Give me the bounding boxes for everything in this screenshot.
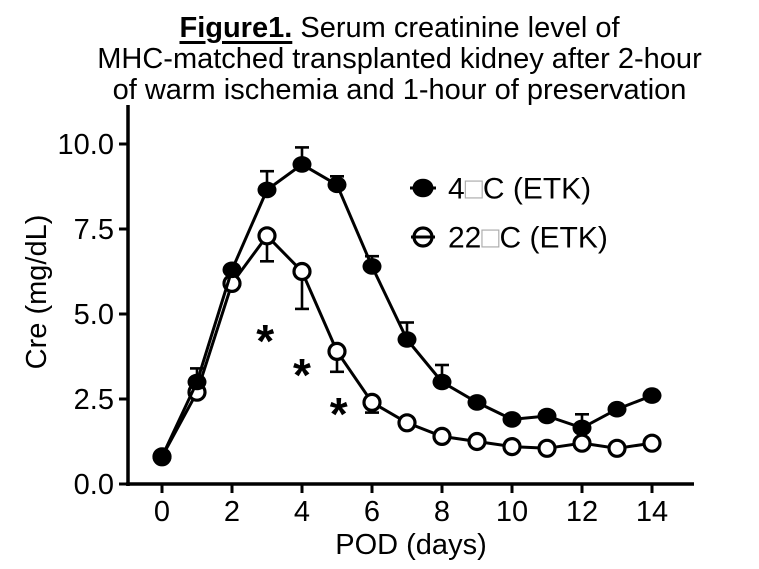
series-22c-data-point <box>397 413 417 433</box>
x-tick-label: 10 <box>496 496 528 528</box>
x-tick-label: 6 <box>364 496 380 528</box>
series-22c-data-point <box>642 433 662 453</box>
series-4c-data-point <box>152 448 172 466</box>
series-22c-data-point <box>572 433 592 453</box>
series-4c-data-point <box>257 181 277 199</box>
figure-title-line3: of warm ischemia and 1-hour of preservat… <box>112 74 687 106</box>
series-22c-data-point <box>537 438 557 458</box>
y-axis-label: Cre (mg/dL) <box>21 215 53 370</box>
significance-asterisk: * <box>293 349 311 401</box>
x-tick-label: 8 <box>434 496 450 528</box>
legend-4c-label: 4□C (ETK) <box>448 173 591 206</box>
x-tick-label: 2 <box>224 496 240 528</box>
series-4c-data-point <box>607 400 627 418</box>
series-4c-data-point <box>467 394 487 411</box>
series-22c-data-point <box>257 226 277 246</box>
legend-22c-label: 22□C (ETK) <box>448 222 608 255</box>
series-22c-data-point <box>362 392 382 412</box>
series-4c-data-point <box>432 373 452 391</box>
series-22c-data-point <box>607 438 627 458</box>
series-4c-data-point <box>362 258 382 275</box>
x-tick-label: 14 <box>636 496 668 528</box>
legend-4c-marker-filled-circle-icon <box>412 178 434 198</box>
figure-label: Figure1. <box>179 12 293 44</box>
series-4c-line <box>160 162 653 458</box>
series-22c-data-point <box>432 426 452 446</box>
figure-title-line1-text: Serum creatinine level of <box>292 12 620 44</box>
y-tick-label: 10.0 <box>58 129 114 161</box>
series-4c-data-point <box>222 261 242 279</box>
series-22c-data-point <box>327 341 347 361</box>
series-22c-data-point <box>292 261 312 282</box>
series-4c-data-point <box>397 331 417 348</box>
figure-title-line2: MHC-matched transplanted kidney after 2-… <box>97 43 702 75</box>
series-4c-data-point <box>292 156 312 173</box>
series-4c-data-point <box>642 387 662 404</box>
series-4c-data-point <box>327 176 347 194</box>
significance-asterisk: * <box>330 388 348 440</box>
x-axis-label: POD (days) <box>335 529 486 561</box>
series-4c-data-point <box>502 411 522 428</box>
series-22c-data-point <box>467 431 487 452</box>
x-tick-label: 0 <box>154 496 170 528</box>
figure-title-line1: Figure1. Serum creatinine level of <box>40 13 759 44</box>
series-4c-data-point <box>572 419 592 437</box>
y-tick-label: 7.5 <box>74 214 114 246</box>
y-tick-label: 5.0 <box>74 299 114 331</box>
x-tick-label: 12 <box>566 496 598 528</box>
y-tick-label: 0.0 <box>74 469 114 501</box>
series-4c-data-point <box>187 373 207 391</box>
significance-asterisk: * <box>256 315 274 367</box>
y-tick-label: 2.5 <box>74 384 114 416</box>
series-22c-data-point <box>502 437 522 457</box>
figure-title: Figure1. Serum creatinine level of MHC-m… <box>0 13 759 106</box>
x-tick-label: 4 <box>294 496 310 528</box>
series-4c-data-point <box>537 407 557 425</box>
